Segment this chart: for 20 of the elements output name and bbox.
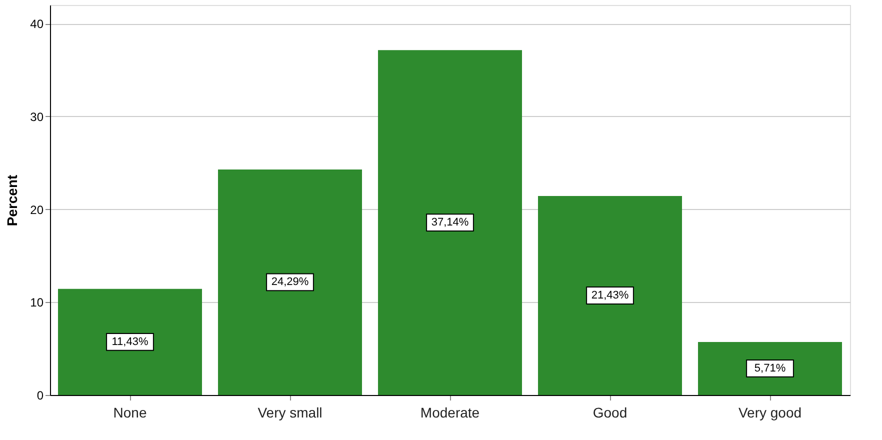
x-tick-label: Very small (258, 404, 322, 420)
y-axis-title: Percent (4, 174, 20, 226)
x-tick-label: Very good (738, 404, 802, 420)
data-label: 11,43% (112, 336, 148, 348)
x-tick-label: Moderate (420, 404, 480, 420)
data-label: 24,29% (271, 276, 309, 288)
data-label: 21,43% (591, 290, 629, 302)
y-tick-label: 30 (30, 110, 44, 124)
bar (538, 196, 682, 395)
bar (378, 50, 522, 395)
y-tick-label: 40 (30, 17, 44, 32)
bar (58, 288, 202, 395)
data-label: 37,14% (431, 216, 469, 229)
y-tick-label: 20 (30, 202, 44, 217)
y-tick-label: 0 (36, 388, 44, 402)
x-tick-label: None (113, 404, 147, 420)
data-label: 5,71% (754, 362, 786, 374)
bar (218, 169, 362, 395)
x-tick-label: Good (592, 404, 628, 420)
y-tick-label: 10 (30, 296, 44, 310)
